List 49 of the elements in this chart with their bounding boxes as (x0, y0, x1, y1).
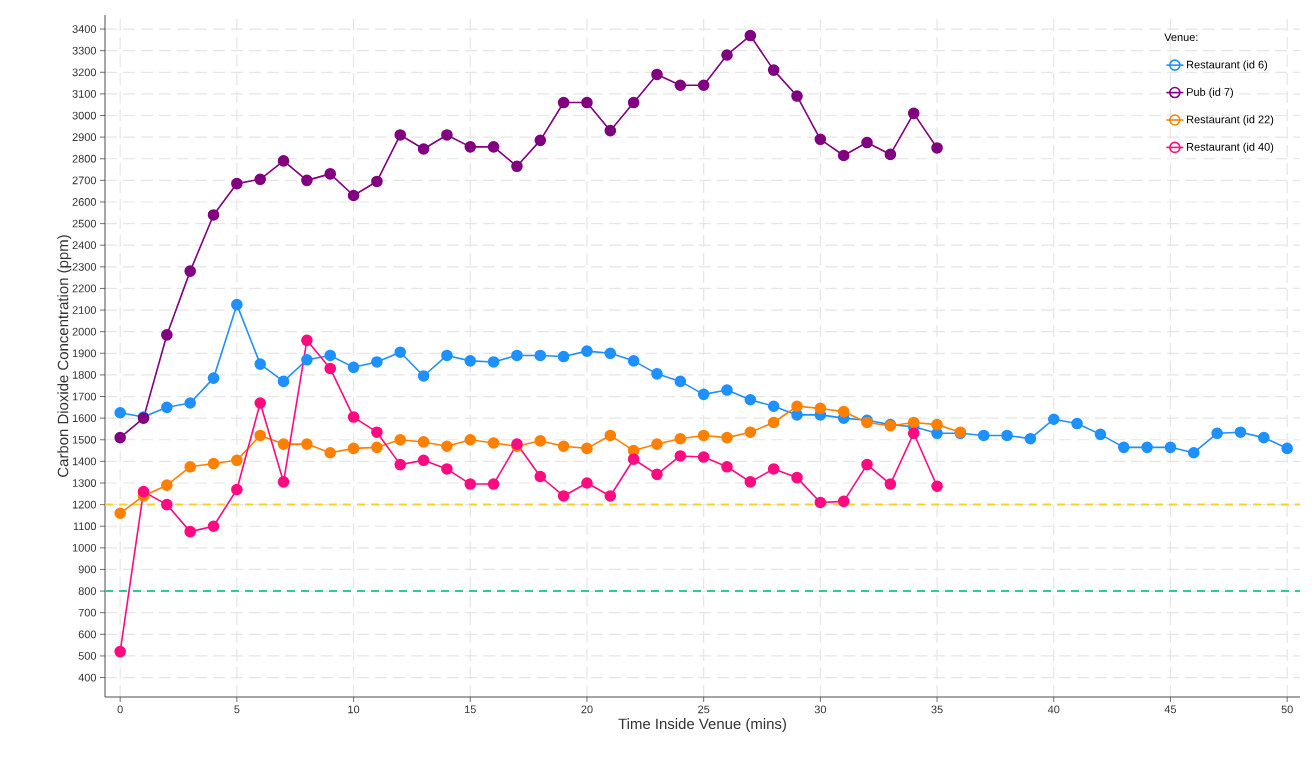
y-axis-title: Carbon Dioxide Concentration (ppm) (57, 235, 72, 477)
legend-label: Restaurant (id 22) (1187, 115, 1274, 126)
x-tick-label: 15 (465, 705, 476, 714)
y-tick-label: 500 (78, 652, 97, 660)
y-tick-label: 2200 (72, 284, 97, 293)
x-tick-label: 35 (931, 705, 943, 714)
x-tick-label: 45 (1164, 705, 1177, 714)
y-tick-label: 2500 (72, 219, 97, 228)
x-axis-title: Time Inside Venue (mins) (618, 718, 786, 733)
legend-label: Pub (id 7) (1187, 87, 1233, 99)
y-tick-label: 1700 (72, 392, 97, 401)
y-tick-label: 2300 (72, 262, 97, 271)
y-tick-label: 1600 (72, 414, 97, 423)
y-tick-label: 2100 (72, 306, 97, 314)
x-tick-label: 10 (348, 705, 360, 714)
y-tick-label: 2000 (72, 327, 97, 336)
y-tick-label: 1100 (73, 522, 97, 531)
y-tick-label: 700 (78, 608, 97, 617)
y-tick-label: 3000 (72, 111, 97, 120)
x-tick-label: 30 (814, 705, 827, 714)
x-tick-label: 25 (698, 705, 710, 714)
y-tick-label: 1400 (72, 457, 97, 466)
y-tick-label: 1300 (72, 479, 97, 487)
y-tick-label: 1000 (72, 543, 97, 552)
legend-label: Restaurant (id 6) (1187, 60, 1268, 71)
y-tick-label: 3400 (72, 25, 97, 33)
y-tick-label: 3300 (72, 46, 97, 55)
y-tick-label: 1500 (72, 435, 97, 444)
y-tick-label: 2400 (72, 241, 97, 250)
x-tick-label: 20 (581, 705, 593, 714)
legend-label: Restaurant (id 40) (1187, 142, 1274, 153)
y-tick-label: 2800 (72, 154, 97, 163)
y-tick-label: 1200 (72, 500, 97, 509)
x-tick-label: 40 (1047, 705, 1060, 714)
y-tick-label: 1800 (72, 371, 97, 379)
y-tick-label: 2600 (72, 198, 97, 206)
y-tick-label: 800 (78, 587, 97, 595)
x-tick-label: 50 (1281, 705, 1293, 714)
y-tick-label: 1900 (72, 349, 97, 358)
legend-title: Venue: (1164, 33, 1198, 42)
y-tick-label: 400 (78, 673, 97, 682)
y-tick-label: 3200 (72, 68, 97, 77)
x-tick-label: 0 (117, 705, 123, 714)
y-tick-label: 2900 (72, 133, 97, 142)
y-tick-label: 600 (78, 630, 97, 639)
y-tick-label: 3100 (72, 90, 97, 98)
y-tick-label: 900 (78, 565, 97, 574)
x-tick-label: 5 (234, 705, 240, 714)
y-tick-label: 2700 (72, 176, 97, 185)
